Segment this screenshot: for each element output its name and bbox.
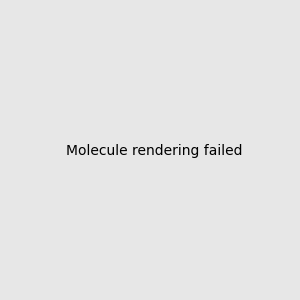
Text: Molecule rendering failed: Molecule rendering failed (65, 145, 242, 158)
